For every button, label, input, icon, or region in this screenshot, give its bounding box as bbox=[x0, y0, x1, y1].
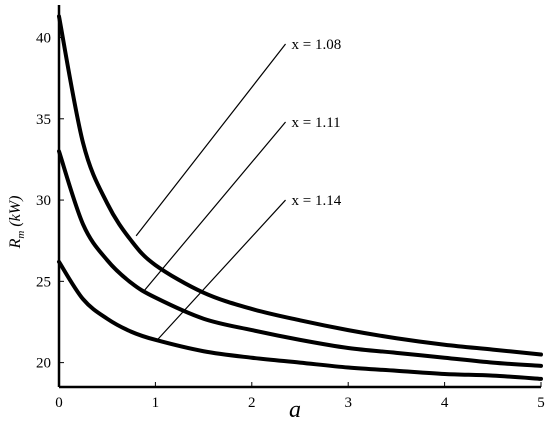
x-tick-label-4: 4 bbox=[441, 395, 449, 411]
axes-layer bbox=[57, 5, 542, 389]
annotation-label-3: x = 1.14 bbox=[292, 193, 342, 209]
x-tick-label-0: 0 bbox=[55, 395, 63, 411]
x-tick-label-3: 3 bbox=[344, 395, 352, 411]
x-tick-label-1: 1 bbox=[152, 395, 160, 411]
annotation-leader-2 bbox=[143, 121, 286, 292]
series-line-3 bbox=[57, 259, 543, 381]
annotation-leader-1 bbox=[135, 43, 287, 237]
series-line-1 bbox=[57, 14, 543, 357]
annotation-label-1: x = 1.08 bbox=[292, 37, 342, 53]
y-axis-label-unit: (kW) bbox=[7, 196, 24, 231]
y-axis-label: Rm (kW) bbox=[7, 196, 27, 250]
labels-layer: 0 1 2 3 4 5 20 25 30 35 40 Rm (kW) a bbox=[7, 31, 545, 423]
y-tick-label-35: 35 bbox=[36, 112, 51, 128]
x-tick-label-5: 5 bbox=[537, 395, 545, 411]
curves-layer bbox=[57, 14, 543, 381]
x-tick-label-2: 2 bbox=[248, 395, 256, 411]
annotation-leader-3 bbox=[156, 199, 286, 341]
annotation-label-2: x = 1.11 bbox=[292, 115, 341, 131]
y-axis-label-main: R bbox=[7, 238, 24, 249]
y-tick-label-30: 30 bbox=[36, 193, 51, 209]
y-tick-label-25: 25 bbox=[36, 274, 51, 290]
x-axis-label: a bbox=[289, 397, 301, 423]
series-line-2 bbox=[57, 149, 543, 368]
y-tick-label-20: 20 bbox=[36, 356, 51, 372]
annotations-layer: x = 1.08 x = 1.11 x = 1.14 bbox=[135, 37, 342, 341]
y-tick-label-40: 40 bbox=[36, 31, 51, 47]
y-axis-label-subscript: m bbox=[15, 231, 27, 239]
